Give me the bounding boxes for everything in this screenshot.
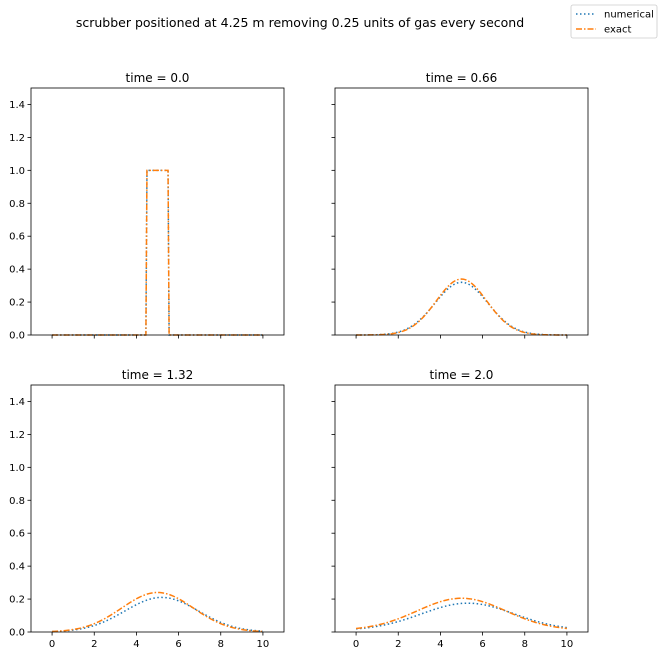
legend-label-numerical: numerical bbox=[604, 10, 654, 21]
x-tick-label: 10 bbox=[561, 639, 574, 650]
axes-frame bbox=[334, 384, 589, 633]
axes-frame bbox=[30, 87, 285, 336]
subplot-title: time = 2.0 bbox=[430, 368, 494, 382]
y-tick-label: 1.4 bbox=[9, 100, 25, 111]
x-tick-label: 10 bbox=[257, 639, 270, 650]
x-tick-label: 8 bbox=[522, 639, 528, 650]
y-tick-label: 0.6 bbox=[9, 232, 25, 243]
y-tick-label: 1.2 bbox=[9, 430, 25, 441]
y-tick-label: 0.4 bbox=[9, 562, 25, 573]
subplot-time-0-66: time = 0.66 bbox=[331, 71, 589, 339]
series-line-numerical bbox=[356, 602, 568, 630]
y-tick-label: 0.0 bbox=[9, 331, 25, 342]
y-tick-label: 0.2 bbox=[9, 595, 25, 606]
axes-frame bbox=[334, 87, 589, 336]
figure-suptitle: scrubber positioned at 4.25 m removing 0… bbox=[76, 15, 524, 30]
y-tick-label: 0.6 bbox=[9, 529, 25, 540]
subplot-time-0-0: time = 0.0 0.0 0.2 0.4 0.6 0.8 1.0 1.2 1.4 bbox=[9, 71, 285, 342]
y-tick-label: 0.2 bbox=[9, 298, 25, 309]
axes-frame bbox=[30, 384, 285, 633]
subplot-title: time = 0.66 bbox=[426, 71, 498, 85]
subplot-time-1-32: time = 1.32 0 2 4 6 8 10 0.0 0.2 0.4 0.6 0.8 1.0 1.2 1… bbox=[9, 368, 285, 650]
x-tick-label: 0 bbox=[49, 639, 55, 650]
series-line-numerical bbox=[356, 281, 567, 336]
x-tick-label: 2 bbox=[395, 639, 401, 650]
subplot-time-2-0: time = 2.0 0 2 4 6 8 10 bbox=[331, 368, 589, 650]
series-line-numerical bbox=[52, 596, 263, 633]
series-line-numerical bbox=[52, 169, 263, 336]
y-tick-label: 0.8 bbox=[9, 199, 25, 210]
series-line-exact bbox=[52, 591, 263, 633]
x-tick-label: 4 bbox=[437, 639, 443, 650]
series-line-exact bbox=[355, 597, 568, 630]
y-tick-label: 1.2 bbox=[9, 133, 25, 144]
x-tick-label: 6 bbox=[175, 639, 181, 650]
y-tick-label: 0.0 bbox=[9, 628, 25, 639]
x-tick-label: 4 bbox=[133, 639, 139, 650]
x-tick-label: 6 bbox=[479, 639, 485, 650]
legend: numerical exact bbox=[570, 4, 658, 39]
legend-label-exact: exact bbox=[604, 25, 632, 36]
y-tick-label: 0.4 bbox=[9, 265, 25, 276]
x-tick-label: 2 bbox=[91, 639, 97, 650]
y-tick-label: 0.8 bbox=[9, 496, 25, 507]
subplot-title: time = 1.32 bbox=[122, 368, 194, 382]
y-tick-label: 1.4 bbox=[9, 397, 25, 408]
x-tick-label: 0 bbox=[353, 639, 359, 650]
subplot-title: time = 0.0 bbox=[126, 71, 190, 85]
y-tick-label: 1.0 bbox=[9, 463, 25, 474]
series-line-exact bbox=[356, 278, 567, 336]
series-line-exact bbox=[52, 169, 263, 336]
x-tick-label: 8 bbox=[218, 639, 224, 650]
y-tick-label: 1.0 bbox=[9, 166, 25, 177]
